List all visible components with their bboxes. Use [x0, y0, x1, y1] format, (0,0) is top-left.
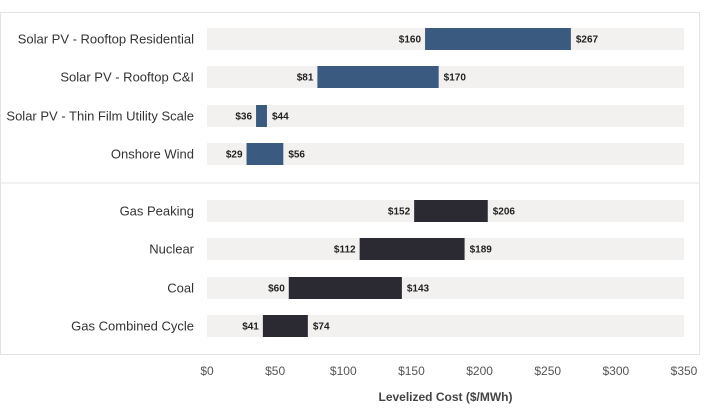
high-value-label: $56 — [288, 150, 305, 161]
x-axis-ticks: $0 $50 $100 $150 $200 $250 $300 $350 — [200, 364, 697, 378]
category-label: Gas Combined Cycle — [71, 319, 194, 334]
bar-onshore-wind — [246, 143, 284, 165]
bar-coal — [288, 277, 402, 299]
x-tick-label: $100 — [330, 364, 357, 378]
category-label: Onshore Wind — [111, 147, 194, 162]
x-tick-label: $300 — [603, 364, 630, 378]
category-label: Gas Peaking — [120, 204, 194, 219]
value-labels: $160 $267 $81 $170 $36 $44 $29 $56 $152 $206 $112 $… — [226, 35, 599, 333]
category-labels: Solar PV - Rooftop Residential Solar PV -… — [6, 32, 194, 334]
bar-nuclear — [359, 238, 465, 260]
bar-gas-peaking — [414, 200, 488, 222]
x-tick-label: $250 — [534, 364, 561, 378]
bar-solar-pv-thin-film-utility-scale — [256, 105, 267, 127]
low-value-label: $152 — [388, 207, 411, 218]
low-value-label: $29 — [226, 150, 243, 161]
low-value-label: $60 — [268, 284, 285, 295]
high-value-label: $267 — [576, 35, 599, 46]
track-solar-pv-thin-film-utility-scale — [207, 105, 684, 127]
high-value-label: $74 — [313, 322, 330, 333]
bar-gas-combined-cycle — [262, 315, 308, 337]
high-value-label: $189 — [470, 245, 493, 256]
x-tick-label: $0 — [200, 364, 214, 378]
high-value-label: $170 — [444, 73, 467, 84]
chart-frame — [0, 12, 700, 355]
x-tick-label: $150 — [398, 364, 425, 378]
x-axis-title: Levelized Cost ($/MWh) — [378, 390, 512, 404]
range-bars — [246, 28, 571, 337]
category-label: Solar PV - Thin Film Utility Scale — [6, 109, 194, 124]
x-tick-label: $200 — [466, 364, 493, 378]
track-gas-combined-cycle — [207, 315, 684, 337]
low-value-label: $160 — [399, 35, 422, 46]
x-tick-label: $350 — [671, 364, 698, 378]
x-tick-label: $50 — [265, 364, 285, 378]
category-label: Solar PV - Rooftop C&I — [60, 70, 194, 85]
high-value-label: $44 — [272, 112, 289, 123]
high-value-label: $206 — [493, 207, 516, 218]
category-label: Nuclear — [149, 242, 194, 257]
bar-solar-pv-rooftop-c-i — [317, 66, 439, 88]
low-value-label: $36 — [235, 112, 252, 123]
bar-solar-pv-rooftop-residential — [425, 28, 571, 50]
high-value-label: $143 — [407, 284, 430, 295]
low-value-label: $41 — [242, 322, 259, 333]
low-value-label: $112 — [334, 245, 356, 256]
category-label: Solar PV - Rooftop Residential — [18, 32, 194, 47]
track-onshore-wind — [207, 143, 684, 165]
category-label: Coal — [167, 281, 194, 296]
low-value-label: $81 — [297, 73, 314, 84]
